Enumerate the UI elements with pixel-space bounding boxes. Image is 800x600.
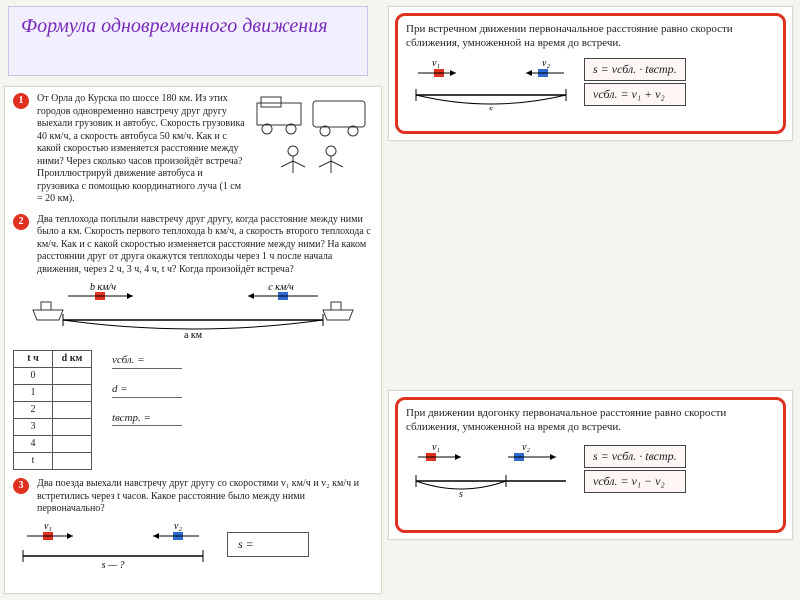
problem-3-answer: s =	[227, 532, 309, 557]
rule2-formulas: s = vсбл. · tвстр. vсбл. = v₁ − v₂	[584, 443, 686, 495]
rule2-diagram: s v₁ v₂	[406, 439, 576, 499]
problem-1: 1 От Орла до Курска по шоссе 180 км. Из …	[13, 93, 373, 206]
problem-2: 2 Два теплохода поплыли навстречу друг д…	[13, 214, 373, 471]
eq-d: d =	[112, 383, 182, 398]
rule1-frame: При встречном движении первоначальное ра…	[395, 13, 786, 134]
problem-2-left-label: b км/ч	[90, 282, 116, 293]
problem-2-right-label: c км/ч	[268, 282, 294, 293]
problem-3: 3 Два поезда выехали навстречу друг друг…	[13, 478, 373, 570]
eq-vsbl: vсбл. =	[112, 354, 182, 369]
table-cell: 3	[14, 419, 53, 436]
rule2-panel: При движении вдогонку первоначальное рас…	[388, 390, 793, 540]
rule1-formulas: s = vсбл. · tвстр. vсбл. = v₁ + v₂	[584, 56, 686, 108]
problem-3-diagram: s — ? v₁ v₂	[13, 520, 213, 570]
page-title: Формула одновременного движения	[8, 6, 368, 76]
table-header: d км	[53, 351, 92, 368]
table-cell	[53, 436, 92, 453]
table-cell: t	[14, 453, 53, 470]
problem-1-text: От Орла до Курска по шоссе 180 км. Из эт…	[37, 93, 247, 206]
problem-2-diagram: a км b км/ч c км/ч	[23, 280, 363, 342]
rule2-v2-label: v₂	[522, 442, 530, 453]
table-cell	[53, 453, 92, 470]
problem-1-badge: 1	[13, 93, 29, 109]
rule1-text: При встречном движении первоначальное ра…	[406, 22, 775, 51]
rule1-s-label: s	[489, 104, 493, 110]
table-cell	[53, 385, 92, 402]
table-cell: 2	[14, 402, 53, 419]
rule1-panel: При встречном движении первоначальное ра…	[388, 6, 793, 141]
table-cell	[53, 419, 92, 436]
rule2-v1-label: v₁	[432, 442, 440, 453]
rule2-formula-region: s v₁ v₂ s = vсбл. · tвстр. vсбл. = v₁ − …	[406, 439, 775, 499]
problem-2-table-region: t ч d км 0 1 2 3 4 t vсбл. = d = tвстр. …	[13, 346, 373, 470]
table-cell: 4	[14, 436, 53, 453]
rule1-v2-label: v₂	[542, 58, 550, 69]
rule1-formula-main: s = vсбл. · tвстр.	[584, 58, 686, 81]
problem-2-bottom-label: a км	[184, 330, 203, 341]
problem-3-row: s — ? v₁ v₂ s =	[13, 520, 373, 570]
eq-t: tвстр. =	[112, 412, 182, 427]
rule2-s-label: s	[459, 489, 463, 499]
problem-3-badge: 3	[13, 478, 29, 494]
problem-3-text: Два поезда выехали навстречу друг другу …	[37, 478, 373, 516]
table-cell	[53, 402, 92, 419]
rule1-diagram: s v₁ v₂	[406, 55, 576, 110]
rule1-formula-aux: vсбл. = v₁ + v₂	[584, 83, 686, 106]
problem-1-illustration	[253, 93, 373, 183]
problem-2-text: Два теплохода поплыли навстречу друг дру…	[37, 214, 373, 277]
rule2-formula-aux: vсбл. = v₁ − v₂	[584, 470, 686, 493]
problem-2-badge: 2	[13, 214, 29, 230]
rule2-formula-main: s = vсбл. · tвстр.	[584, 445, 686, 468]
problem-3-v1: v₁	[44, 521, 52, 532]
problem-3-v2: v₂	[174, 521, 182, 532]
table-cell: 1	[14, 385, 53, 402]
rule2-frame: При движении вдогонку первоначальное рас…	[395, 397, 786, 533]
title-text: Формула одновременного движения	[21, 15, 328, 37]
table-cell: 0	[14, 368, 53, 385]
problems-panel: 1 От Орла до Курска по шоссе 180 км. Из …	[4, 86, 382, 594]
table-cell	[53, 368, 92, 385]
table-header: t ч	[14, 351, 53, 368]
problem-3-s-label: s — ?	[102, 560, 125, 570]
rule2-text: При движении вдогонку первоначальное рас…	[406, 406, 775, 435]
rule1-v1-label: v₁	[432, 58, 440, 69]
problem-2-table: t ч d км 0 1 2 3 4 t	[13, 350, 92, 470]
problem-2-eqs: vсбл. = d = tвстр. =	[112, 346, 182, 426]
rule1-formula-region: s v₁ v₂ s = vсбл. · tвстр. vсбл. = v₁ + …	[406, 55, 775, 110]
